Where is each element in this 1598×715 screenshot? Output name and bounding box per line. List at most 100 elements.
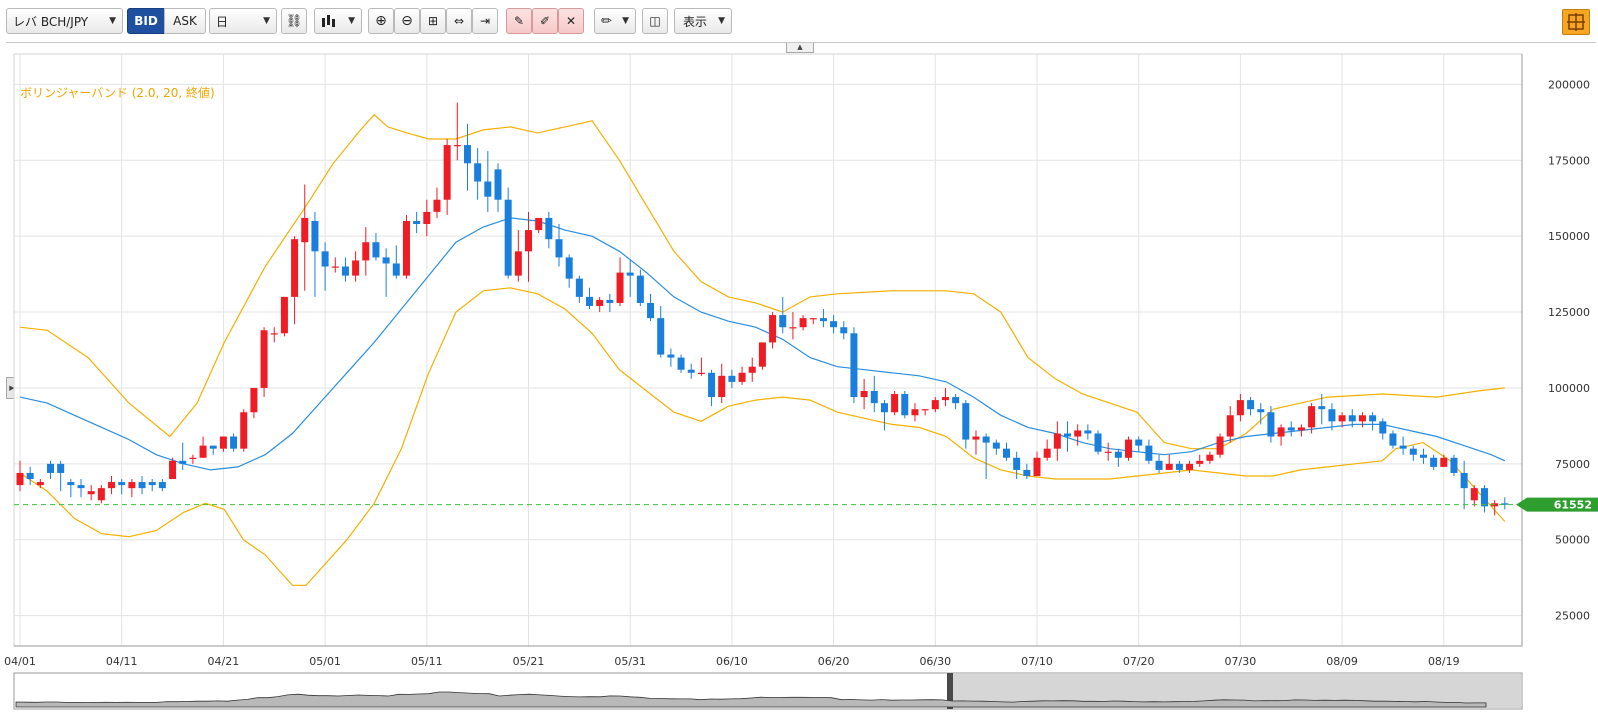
candle [260,327,268,398]
navigator-handle[interactable] [947,673,953,709]
navigator-price-area [15,691,1487,708]
fit-button[interactable]: ⊞ [420,8,446,34]
display-menu[interactable]: 表示 ▼ [674,8,732,34]
candle [1226,406,1234,443]
candle-body [1440,457,1448,467]
candle [1267,406,1275,443]
candle [118,479,126,495]
candle [1084,424,1092,440]
symbol-select[interactable]: レバ BCH/JPY ▼ [6,8,123,34]
fullscreen-button[interactable] [1562,9,1590,35]
candle [1094,430,1102,455]
period-select[interactable]: 日 ▼ [209,8,277,34]
candle [301,184,309,291]
candle-body [708,372,716,398]
collapse-toolbar-toggle[interactable]: ▲ [786,43,814,53]
candle [891,390,899,416]
candle-body [47,463,55,473]
candle [992,439,1000,455]
candle [1348,409,1356,428]
candle [758,342,766,370]
candle [982,433,990,480]
candle-body [179,460,187,464]
candle [647,293,655,322]
candle [748,357,756,382]
candle-body [850,333,858,398]
candle-body [1175,463,1183,470]
caret-down-icon: ▼ [622,16,629,26]
x-tick-label: 07/10 [1021,655,1053,668]
candle-body [1125,439,1133,458]
candle-body [148,482,156,486]
candle-body [77,485,85,489]
candle [67,479,75,498]
x-tick-label: 05/01 [309,655,341,668]
x-tick-label: 06/30 [919,655,951,668]
candle-body [504,199,512,276]
y-axis: 200000 175000 150000 125000 100000 75000 50000… [1521,54,1590,646]
candle-body [860,390,868,398]
candle-body [118,482,126,486]
candle [921,409,929,416]
fullscreen-icon [1567,13,1585,31]
candle [1480,485,1488,513]
candle [341,257,349,282]
candle-body [57,463,65,473]
scroll-right-icon: ⇥ [479,14,491,28]
candle [77,479,85,498]
candle-body [1450,457,1458,473]
zoom-out-button[interactable]: ⊖ [394,8,420,34]
caret-down-icon: ▼ [718,16,725,26]
scroll-right-button[interactable]: ⇥ [472,8,498,34]
ask-button[interactable]: ASK [164,8,206,34]
candle-body [738,372,746,382]
candle-body [26,472,34,480]
candle-body [1104,451,1112,453]
candle [1114,448,1122,467]
link-button[interactable]: ⛓ [281,8,307,34]
candle [413,211,421,234]
candle-body [657,318,665,355]
candle-body [1430,457,1438,467]
candle-type-select[interactable]: ▼ [314,8,362,34]
candle-body [291,239,299,297]
candle [57,460,65,492]
candle [26,466,34,486]
caret-down-icon: ▼ [263,16,270,26]
chart-settings-icon: ◫ [649,14,661,28]
y-tick-label: 125000 [1548,306,1590,319]
candle-body [463,145,471,164]
candle [911,403,919,422]
x-tick-label: 04/01 [4,655,36,668]
candle-body [199,445,207,458]
pen-select[interactable]: ✏ ▼ [594,8,636,34]
candle-body [1206,454,1214,461]
navigator-strip[interactable] [13,672,1523,710]
chart-settings-button[interactable]: ◫ [642,8,668,34]
candle [158,479,166,492]
zoom-in-button[interactable]: ⊕ [368,8,394,34]
candle [545,211,553,249]
candle [372,233,380,261]
candle-body [718,375,726,398]
candle-body [260,330,268,388]
add-drawing-button[interactable]: ✎ [506,8,532,34]
candle [1470,485,1478,507]
candle-body [108,482,116,489]
candle-body [1236,400,1244,416]
candle-body [280,296,288,334]
candle-body [1389,433,1397,446]
candle [1236,394,1244,422]
candle [138,475,146,495]
expand-button[interactable]: ⇔ [446,8,472,34]
edit-drawing-button[interactable]: ✐ [532,8,558,34]
link-icon: ⛓ [285,13,303,29]
candle-body [1155,460,1163,470]
delete-drawing-button[interactable]: ✕ [558,8,584,34]
candle [799,315,807,331]
x-tick-label: 04/21 [208,655,240,668]
candle-body [677,357,685,370]
candle-body [128,482,136,489]
y-tick-label: 175000 [1548,154,1590,167]
